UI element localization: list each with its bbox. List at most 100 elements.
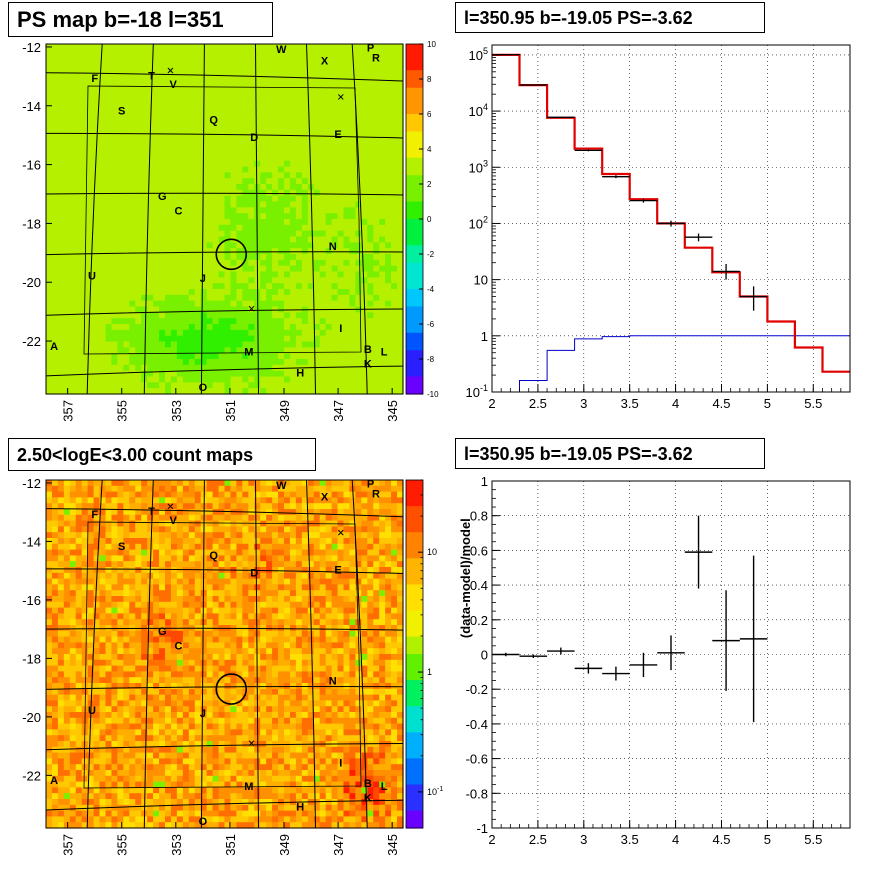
residual-y-tick-label: -0.2 xyxy=(466,682,488,697)
spectrum-y-tick-label: 103 xyxy=(469,158,488,175)
ps-x-tick-label: 345 xyxy=(385,400,400,422)
ps-source-label: W xyxy=(276,44,287,56)
spectrum-x-tick-label: 3 xyxy=(580,396,587,411)
cm-y-tick-label: -20 xyxy=(22,710,41,725)
ps-y-tick-label: -14 xyxy=(22,99,41,114)
ps-source-label: X xyxy=(321,56,329,68)
cm-source-label: C xyxy=(175,641,183,653)
residual-title: l=350.95 b=-19.05 PS=-3.62 xyxy=(455,438,765,469)
residual-y-tick-label: -1 xyxy=(476,821,488,836)
ps-source-label: L xyxy=(381,347,388,359)
ps-source-label: K xyxy=(364,358,372,370)
cm-y-tick-label: -18 xyxy=(22,651,41,666)
cm-source-label: F xyxy=(91,509,98,521)
ps-source-label: F xyxy=(91,73,98,85)
cm-source-label: Q xyxy=(209,550,218,562)
spectrum-y-tick-label: 1 xyxy=(481,329,488,344)
cm-x-tick-label: 347 xyxy=(331,834,346,856)
cm-source-label: U xyxy=(88,705,96,717)
ps-colorbar-tick-label: 0 xyxy=(427,215,432,224)
residual-y-tick-label: -0.8 xyxy=(466,786,488,801)
ps-colorbar-tick-label: -8 xyxy=(427,355,435,364)
ps-x-tick-label: 347 xyxy=(331,400,346,422)
ps-y-tick-label: -22 xyxy=(22,334,41,349)
cm-y-tick-label: -22 xyxy=(22,768,41,783)
cm-source-label: D xyxy=(250,567,258,579)
residual-x-tick-label: 4.5 xyxy=(712,832,730,847)
ps-colorbar-tick-label: -10 xyxy=(427,390,439,399)
cm-source-label: O xyxy=(199,816,208,828)
ps-x-tick-label: 355 xyxy=(115,400,130,422)
ps-y-tick-label: -18 xyxy=(22,216,41,231)
ps-source-label: S xyxy=(118,106,125,118)
residual-x-tick-label: 3.5 xyxy=(621,832,639,847)
cm-source-label: L xyxy=(381,781,388,793)
spectrum-title: l=350.95 b=-19.05 PS=-3.62 xyxy=(455,2,765,33)
cm-source-label: J xyxy=(200,708,206,720)
residual-y-tick-label: 1 xyxy=(481,474,488,489)
ps-source-label: U xyxy=(88,270,96,282)
cm-source-label: I xyxy=(339,758,342,770)
residual-x-tick-label: 3 xyxy=(580,832,587,847)
cm-source-label: K xyxy=(364,793,372,805)
ps-source-label: H xyxy=(296,367,304,379)
ps-x-tick-label: 353 xyxy=(169,400,184,422)
cm-source-label: S xyxy=(118,541,125,553)
cm-x-tick-label: 351 xyxy=(223,834,238,856)
spectrum-x-tick-label: 5 xyxy=(764,396,771,411)
ps-source-label: B xyxy=(364,344,372,356)
ps-colorbar-tick-label: 2 xyxy=(427,180,432,189)
ps-source-label: Q xyxy=(209,114,218,126)
spectrum-x-tick-label: 2 xyxy=(488,396,495,411)
ps-source-label: C xyxy=(175,206,183,218)
cm-colorbar-tick-label: 1 xyxy=(427,667,432,677)
ps-source-label: D xyxy=(250,132,258,144)
ps-colorbar-tick-label: 8 xyxy=(427,75,432,84)
ps-source-label: G xyxy=(158,191,167,203)
cm-source-label: H xyxy=(296,801,304,813)
cm-colorbar-tick-label: 10 xyxy=(427,547,437,557)
cm-colorbar-tick-label: 10-1 xyxy=(427,786,443,797)
ps-y-tick-label: -16 xyxy=(22,158,41,173)
cm-y-tick-label: -14 xyxy=(22,534,41,549)
ps-colorbar-tick-label: -2 xyxy=(427,250,435,259)
cm-source-label: A xyxy=(50,775,58,787)
spectrum-x-tick-label: 5.5 xyxy=(804,396,822,411)
ps-source-label: O xyxy=(199,382,208,394)
cm-x-tick-label: 349 xyxy=(277,834,292,856)
ps-source-label: M xyxy=(244,347,253,359)
ps-source-label: E xyxy=(334,129,341,141)
spectrum-x-tick-label: 4.5 xyxy=(712,396,730,411)
ps-colorbar-tick-label: -4 xyxy=(427,285,435,294)
ps-source-label: T xyxy=(148,70,155,82)
residual-x-tick-label: 5.5 xyxy=(804,832,822,847)
cm-x-tick-label: 355 xyxy=(115,834,130,856)
residual-x-tick-label: 4 xyxy=(672,832,679,847)
residual-x-tick-label: 2.5 xyxy=(529,832,547,847)
ps-source-label: V xyxy=(169,79,177,91)
residual-y-tick-label: -0.4 xyxy=(466,717,488,732)
cm-source-label: W xyxy=(276,480,287,492)
ps-colorbar-tick-label: 4 xyxy=(427,145,432,154)
cm-colorbar xyxy=(406,480,423,829)
cm-source-label: T xyxy=(148,506,155,518)
residual-y-tick-label: -0.6 xyxy=(466,752,488,767)
cm-y-tick-label: -12 xyxy=(22,476,41,491)
spectrum-x-tick-label: 3.5 xyxy=(621,396,639,411)
spectrum-y-tick-label: 102 xyxy=(469,214,488,231)
ps-source-label: J xyxy=(200,273,206,285)
spectrum-plot-area xyxy=(492,45,850,392)
cm-source-label: B xyxy=(364,778,372,790)
cm-x-tick-label: 345 xyxy=(385,834,400,856)
residual-y-axis-label: (data-model)/model xyxy=(458,518,473,638)
ps-colorbar-tick-label: 10 xyxy=(427,40,436,49)
ps-y-tick-label: -12 xyxy=(22,40,41,55)
ps-y-tick-label: -20 xyxy=(22,275,41,290)
cm-source-label: N xyxy=(329,676,337,688)
ps-x-tick-label: 351 xyxy=(223,400,238,422)
ps-colorbar-tick-label: -6 xyxy=(427,320,435,329)
ps-source-label: N xyxy=(329,241,337,253)
ps-source-label: A xyxy=(50,341,58,353)
cm-source-label: V xyxy=(169,515,177,527)
